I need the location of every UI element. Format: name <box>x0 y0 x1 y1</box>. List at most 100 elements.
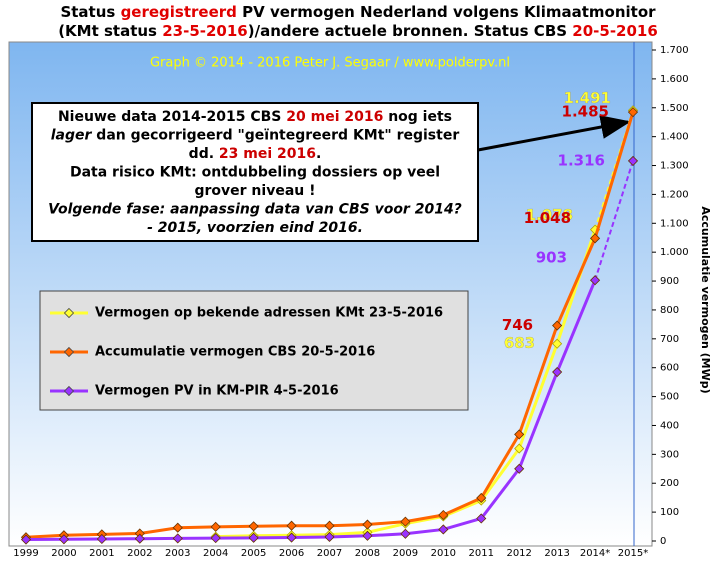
y-tick-label: 200 <box>660 478 679 489</box>
data-point <box>514 429 525 440</box>
data-point <box>438 509 449 521</box>
data-label: 1.048 <box>524 209 571 227</box>
data-point <box>286 532 297 543</box>
x-tick-label: 2010 <box>431 548 456 559</box>
annotation-text: Volgende fase: aanpassing data van CBS v… <box>48 202 462 218</box>
annotation-part: Volgende fase: aanpassing data van CBS v… <box>48 202 462 218</box>
data-point <box>210 533 221 544</box>
y-tick-label: 700 <box>660 334 679 345</box>
x-tick-label: 2011 <box>469 548 494 559</box>
data-point <box>627 107 639 118</box>
y-tick-label: 1.100 <box>660 218 689 229</box>
title-part: geregistreerd <box>121 3 237 21</box>
y-tick-label: 1.300 <box>660 161 689 172</box>
annotation-text: Nieuwe data 2014-2015 CBS 20 mei 2016 no… <box>58 109 452 125</box>
x-tick-label: 2014* <box>580 548 610 559</box>
annotation-part: Nieuwe data 2014-2015 CBS <box>58 109 286 125</box>
title-part: 23-5-2016 <box>162 22 248 40</box>
data-point <box>286 520 297 531</box>
y-tick-label: 500 <box>660 392 679 403</box>
data-point <box>400 528 411 539</box>
data-point <box>58 534 70 545</box>
annotation-text: lager dan gecorrigeerd "geïntegreerd KMt… <box>51 128 460 144</box>
data-label: 903 <box>536 249 567 267</box>
data-point <box>248 532 259 543</box>
x-tick-label: 2005 <box>241 548 266 559</box>
annotation-part: 20 mei 2016 <box>286 109 383 125</box>
x-tick-label: 1999 <box>13 548 38 559</box>
y-tick-label: 1.200 <box>660 189 689 200</box>
data-point <box>362 519 373 530</box>
y-axis-label: Accumulatie vermogen (MWp) <box>699 206 712 393</box>
data-point <box>172 533 183 544</box>
data-label: 1.078 <box>526 206 573 224</box>
legend <box>39 290 469 411</box>
legend-label: Vermogen PV in KM-PIR 4-5-2016 <box>95 384 339 399</box>
annotation-part: dan gecorrigeerd "geïntegreerd KMt" regi… <box>91 128 459 144</box>
data-point <box>362 530 373 541</box>
data-label: 1.485 <box>562 103 609 121</box>
data-point <box>476 513 487 524</box>
annotation-part: 23 mei 2016 <box>219 146 316 162</box>
y-tick-label: 100 <box>660 507 679 518</box>
data-point <box>324 520 335 531</box>
series-line <box>25 279 597 542</box>
annotation-text: - 2015, voorzien eind 2016. <box>147 220 363 236</box>
x-tick-label: 2002 <box>127 548 152 559</box>
x-tick-label: 2012 <box>506 548 531 559</box>
data-point <box>324 531 335 543</box>
x-tick-label: 2015* <box>618 548 648 559</box>
chart-title: (KMt status 23-5-2016)/andere actuele br… <box>58 22 658 40</box>
data-point <box>476 492 487 504</box>
y-tick-label: 300 <box>660 449 679 460</box>
data-point <box>20 534 32 545</box>
data-point <box>552 320 563 331</box>
annotation-part: Data risico KMt: ontdubbeling dossiers o… <box>70 165 440 181</box>
annotation-part: . <box>316 146 321 162</box>
y-tick-label: 900 <box>660 276 679 287</box>
x-tick-label: 2006 <box>279 548 304 559</box>
x-tick-label: 2003 <box>165 548 190 559</box>
annotation-text: dd. 23 mei 2016. <box>189 146 322 162</box>
arrow <box>477 115 631 152</box>
data-point <box>552 338 563 349</box>
data-point <box>400 516 411 527</box>
data-label: 1.491 <box>564 89 611 107</box>
data-point <box>438 524 449 535</box>
data-point <box>210 521 221 532</box>
legend-label: Vermogen op bekende adressen KMt 23-5-20… <box>95 306 443 321</box>
y-tick-label: 1.000 <box>660 247 689 258</box>
data-label: 683 <box>504 334 535 352</box>
y-tick-label: 1.600 <box>660 74 689 85</box>
x-tick-label: 2000 <box>51 548 76 559</box>
subtitle: Graph © 2014 - 2016 Peter J. Segaar / ww… <box>150 56 510 71</box>
annotation-part: grover niveau ! <box>194 183 315 199</box>
x-tick-label: 2007 <box>317 548 342 559</box>
annotation-text: grover niveau ! <box>194 183 315 199</box>
title-part: PV vermogen Nederland volgens Klimaatmon… <box>237 3 656 21</box>
annotation-text: Data risico KMt: ontdubbeling dossiers o… <box>70 165 440 181</box>
x-tick-label: 2013 <box>544 548 569 559</box>
legend-marker <box>63 346 75 358</box>
x-tick-label: 2004 <box>203 548 228 559</box>
title-part: (KMt status <box>58 22 162 40</box>
y-tick-label: 1.400 <box>660 132 689 143</box>
legend-marker <box>63 385 75 397</box>
annotation-part: lager <box>51 128 93 144</box>
data-point <box>589 233 601 244</box>
data-label: 746 <box>502 316 533 334</box>
annotation-box <box>31 102 479 242</box>
data-point <box>248 521 259 532</box>
annotation-part: nog iets <box>383 109 452 125</box>
y-tick-label: 600 <box>660 363 679 374</box>
data-point <box>134 533 145 544</box>
annotation-part: dd. <box>189 146 219 162</box>
projection-line <box>594 160 634 281</box>
x-tick-label: 2001 <box>89 548 114 559</box>
data-label: 1.316 <box>558 151 605 169</box>
legend-label: Accumulatie vermogen CBS 20-5-2016 <box>95 345 375 360</box>
title-part: )/andere actuele bronnen. Status CBS <box>248 22 573 40</box>
y-tick-label: 800 <box>660 305 679 316</box>
data-point <box>589 275 601 286</box>
